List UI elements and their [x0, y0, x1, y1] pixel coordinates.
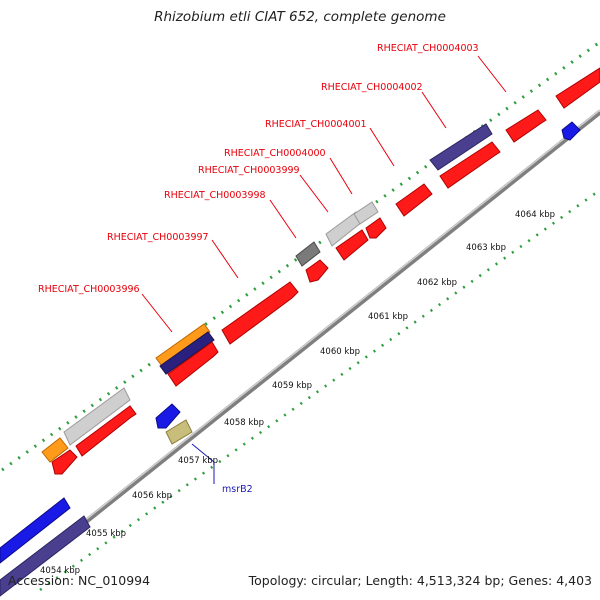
genome-summary-text: Topology: circular; Length: 4,513,324 bp…	[248, 573, 592, 588]
gene-block-cds[interactable]	[221, 281, 299, 345]
gene-block-cds[interactable]	[505, 109, 547, 143]
gene-label[interactable]: RHECIAT_CH0003996	[38, 284, 140, 295]
kbp-tick-label: 4061 kbp	[368, 312, 408, 322]
kbp-ticks: 4054 kbp 4055 kbp 4056 kbp 4057 kbp 4058…	[40, 210, 555, 576]
gene-block-navy[interactable]	[429, 123, 493, 171]
gene-label[interactable]: RHECIAT_CH0004000	[224, 148, 326, 159]
gene-features	[0, 67, 600, 597]
kbp-tick-label: 4059 kbp	[272, 381, 312, 391]
gene-label[interactable]: RHECIAT_CH0003997	[107, 232, 209, 243]
kbp-tick-label: 4054 kbp	[40, 566, 80, 576]
label-group: RHECIAT_CH0004003 RHECIAT_CH0004002 RHEC…	[38, 43, 507, 495]
gene-block-cds[interactable]	[335, 229, 369, 261]
gene-block-cds[interactable]	[167, 341, 219, 387]
gene-block-cds[interactable]	[439, 141, 501, 189]
gene-block-navy[interactable]	[0, 515, 91, 597]
gene-block-blue[interactable]	[0, 497, 71, 564]
leader-line	[141, 293, 173, 333]
kbp-tick-label: 4060 kbp	[320, 347, 360, 357]
gene-block-cds[interactable]	[75, 405, 137, 457]
gene-block-msrB2[interactable]	[165, 419, 193, 445]
gene-block-pseudo[interactable]	[353, 201, 379, 225]
gene-block-cds[interactable]	[365, 217, 387, 239]
leader-line	[299, 174, 329, 213]
gene-block-gray[interactable]	[295, 241, 321, 267]
genome-title: Rhizobium etli CIAT 652, complete genome	[154, 9, 446, 25]
leader-line	[369, 127, 395, 167]
leader-line	[329, 157, 353, 195]
gene-label-msrB2[interactable]: msrB2	[222, 484, 253, 495]
gene-block-cds[interactable]	[395, 183, 433, 217]
gene-block-orange[interactable]	[41, 437, 69, 463]
gene-block-orange[interactable]	[155, 323, 211, 367]
leader-line	[211, 239, 239, 279]
leader-line	[421, 91, 447, 129]
gene-block-cds[interactable]	[555, 67, 600, 109]
leader-line	[269, 199, 297, 239]
gene-label[interactable]: RHECIAT_CH0003999	[198, 165, 300, 176]
kbp-tick-label: 4064 kbp	[515, 210, 555, 220]
gene-block-navy[interactable]	[159, 331, 215, 375]
gene-block-blue[interactable]	[155, 403, 181, 429]
backbone-line	[0, 110, 600, 592]
kbp-tick-label: 4055 kbp	[86, 529, 126, 539]
backbone-highlight	[0, 109, 600, 589]
kbp-tick-label: 4062 kbp	[417, 278, 457, 288]
gene-label[interactable]: RHECIAT_CH0003998	[164, 190, 266, 201]
gene-block-cds[interactable]	[305, 259, 329, 283]
accession-text: Accession: NC_010994	[8, 573, 151, 588]
kbp-tick-label: 4057 kbp	[178, 456, 218, 466]
kbp-tick-label: 4063 kbp	[466, 243, 506, 253]
kbp-tick-label: 4058 kbp	[224, 418, 264, 428]
gene-block-cds[interactable]	[51, 449, 78, 475]
leader-line-msrB2	[191, 443, 215, 463]
leader-line	[477, 55, 507, 93]
gene-block-blue[interactable]	[561, 121, 581, 141]
kbp-tick-label: 4056 kbp	[132, 491, 172, 501]
gene-label[interactable]: RHECIAT_CH0004002	[321, 82, 423, 93]
gene-label[interactable]: RHECIAT_CH0004003	[377, 43, 479, 54]
gene-label[interactable]: RHECIAT_CH0004001	[265, 119, 367, 130]
gene-block-pseudo[interactable]	[63, 387, 131, 446]
